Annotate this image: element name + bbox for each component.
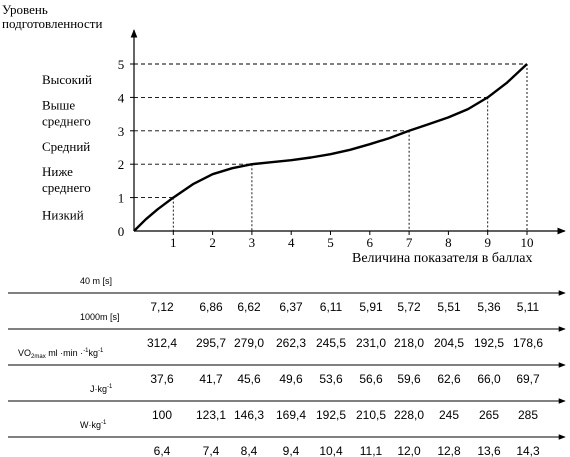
scale-value: 295,7 bbox=[196, 336, 226, 350]
level-label: Выше bbox=[42, 97, 75, 112]
scale-value: 7,4 bbox=[203, 444, 220, 457]
scale-value: 5,72 bbox=[397, 300, 421, 314]
scale-value: 5,11 bbox=[517, 300, 540, 314]
scale-value: 5,91 bbox=[359, 300, 383, 314]
x-tick-label: 7 bbox=[406, 235, 413, 250]
scale-label: 40 m [s] bbox=[80, 276, 112, 286]
x-tick-label: 1 bbox=[170, 235, 177, 250]
scale-value: 11,1 bbox=[360, 444, 383, 457]
scale-value: 5,51 bbox=[437, 300, 461, 314]
scale-label: W·kg-1 bbox=[80, 420, 107, 430]
scale-value: 10,4 bbox=[319, 444, 343, 457]
scale-value: 12,8 bbox=[437, 444, 461, 457]
scale-value: 245,5 bbox=[316, 336, 346, 350]
scale-value: 262,3 bbox=[276, 336, 306, 350]
scale-value: 245 bbox=[439, 408, 459, 422]
y-tick-label: 0 bbox=[118, 224, 125, 239]
y-tick-label: 4 bbox=[118, 90, 125, 105]
x-tick-label: 8 bbox=[445, 235, 452, 250]
scale-value: 218,0 bbox=[394, 336, 424, 350]
scale-value: 12,0 bbox=[397, 444, 421, 457]
x-axis-label: Величина показателя в баллах bbox=[352, 251, 532, 266]
scale-value: 210,5 bbox=[356, 408, 386, 422]
scale-value: 6,86 bbox=[199, 300, 223, 314]
scale-value: 312,4 bbox=[147, 336, 177, 350]
x-tick-label: 4 bbox=[288, 235, 295, 250]
scale-value: 123,1 bbox=[196, 408, 226, 422]
scale-value: 53,6 bbox=[319, 372, 343, 386]
series-line bbox=[133, 63, 528, 232]
scale-value: 41,7 bbox=[199, 372, 223, 386]
x-tick-label: 10 bbox=[521, 235, 534, 250]
scale-value: 8,4 bbox=[241, 444, 258, 457]
scale-value: 228,0 bbox=[394, 408, 424, 422]
level-label: среднего bbox=[42, 180, 91, 195]
y-tick-label: 3 bbox=[118, 124, 125, 139]
scale-value: 13,6 bbox=[477, 444, 501, 457]
value-scales: 40 m [s] 7,12 6,86 6,62 6,37 6,11 5,91 5,72 5,51… bbox=[8, 276, 566, 457]
scale-label: VO2max ml ·min ·-1kg-1 bbox=[18, 348, 104, 360]
x-tick-label: 3 bbox=[249, 235, 256, 250]
x-tick-label: 9 bbox=[484, 235, 491, 250]
scale-value: 100 bbox=[152, 408, 172, 422]
level-label: Средний bbox=[42, 139, 90, 154]
scale-value: 6,62 bbox=[237, 300, 261, 314]
y-tick-label: 5 bbox=[118, 57, 125, 72]
scale-value: 6,4 bbox=[154, 444, 171, 457]
scale-value: 231,0 bbox=[356, 336, 386, 350]
x-tick-label: 5 bbox=[327, 235, 334, 250]
scale-value: 14,3 bbox=[516, 444, 540, 457]
scale-value: 49,6 bbox=[279, 372, 303, 386]
scale-value: 285 bbox=[518, 408, 538, 422]
y-tick-label: 2 bbox=[118, 157, 125, 172]
scale-value: 265 bbox=[479, 408, 499, 422]
level-label: Высокий bbox=[42, 72, 92, 87]
level-label: Ниже bbox=[42, 164, 73, 179]
scale-value: 66,0 bbox=[477, 372, 501, 386]
scale-value: 7,12 bbox=[150, 300, 174, 314]
y-axis-label-line1: Уровень bbox=[2, 2, 48, 17]
scale-value: 45,6 bbox=[237, 372, 261, 386]
scale-value: 62,6 bbox=[437, 372, 461, 386]
scale-value: 37,6 bbox=[150, 372, 174, 386]
scale-value: 69,7 bbox=[516, 372, 540, 386]
scale-label: 1000m [s] bbox=[80, 312, 120, 322]
scale-value: 5,36 bbox=[477, 300, 501, 314]
level-label: среднего bbox=[42, 113, 91, 128]
x-tick-label: 6 bbox=[367, 235, 374, 250]
scale-value: 9,4 bbox=[283, 444, 300, 457]
scale-value: 192,5 bbox=[474, 336, 504, 350]
scale-value: 169,4 bbox=[276, 408, 306, 422]
scale-value: 56,6 bbox=[359, 372, 383, 386]
scale-value: 279,0 bbox=[234, 336, 264, 350]
scale-label: J·kg-1 bbox=[90, 384, 113, 394]
scale-value: 59,6 bbox=[397, 372, 421, 386]
scale-value: 146,3 bbox=[234, 408, 264, 422]
y-axis-label-line2: подготовленности bbox=[2, 16, 102, 31]
y-tick-label: 1 bbox=[118, 191, 125, 206]
scale-value: 204,5 bbox=[434, 336, 464, 350]
scale-value: 6,37 bbox=[279, 300, 303, 314]
scale-value: 6,11 bbox=[320, 300, 343, 314]
level-label: Низкий bbox=[42, 207, 84, 222]
scale-value: 178,6 bbox=[513, 336, 543, 350]
x-tick-label: 2 bbox=[209, 235, 216, 250]
scale-value: 192,5 bbox=[316, 408, 346, 422]
